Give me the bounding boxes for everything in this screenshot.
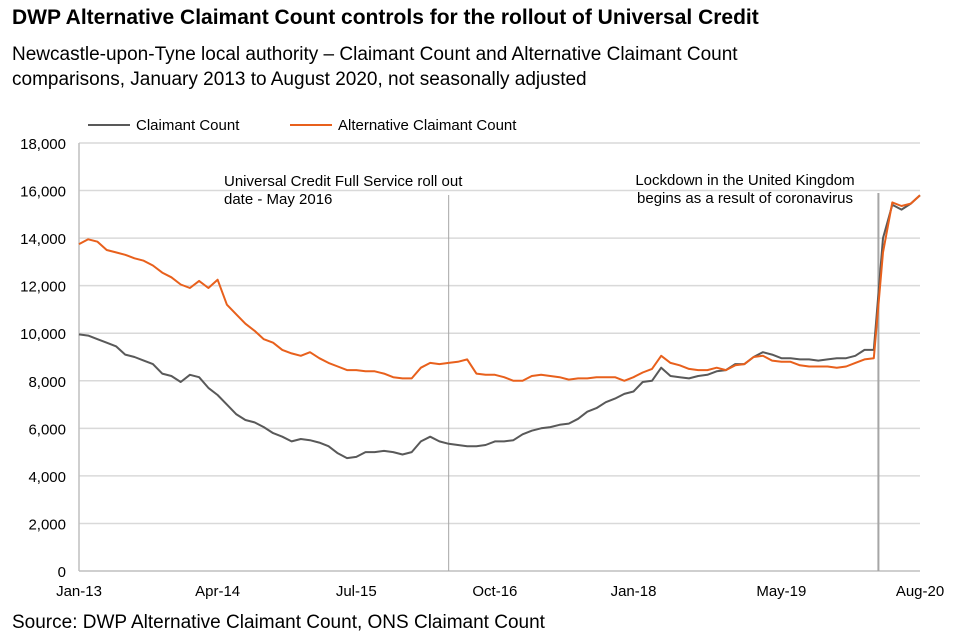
y-tick-label: 6,000 — [28, 421, 66, 438]
y-tick-label: 4,000 — [28, 469, 66, 486]
y-tick-label: 0 — [58, 564, 66, 581]
source-note: Source: DWP Alternative Claimant Count, … — [12, 612, 545, 633]
annotation-text-universal-credit: date - May 2016 — [224, 191, 332, 208]
x-tick-label: Oct-16 — [472, 583, 517, 600]
x-tick-label: Apr-14 — [195, 583, 240, 600]
series-line-claimant-count — [78, 194, 921, 460]
annotation-text-lockdown: begins as a result of coronavirus — [637, 190, 853, 207]
annotation-text-universal-credit: Universal Credit Full Service roll out — [224, 173, 463, 190]
x-tick-label: Jul-15 — [336, 583, 377, 600]
x-tick-label: May-19 — [756, 583, 806, 600]
legend-label: Claimant Count — [136, 117, 240, 134]
subtitle-line-2: comparisons, January 2013 to August 2020… — [12, 69, 587, 90]
y-tick-label: 8,000 — [28, 374, 66, 391]
legend-label: Alternative Claimant Count — [338, 117, 517, 134]
x-tick-label: Jan-13 — [56, 583, 102, 600]
subtitle-line-1: Newcastle-upon-Tyne local authority – Cl… — [12, 44, 738, 65]
y-tick-label: 12,000 — [20, 279, 66, 296]
y-tick-label: 18,000 — [20, 136, 66, 153]
annotation-text-lockdown: Lockdown in the United Kingdom — [635, 172, 854, 189]
chart-subtitle: Newcastle-upon-Tyne local authority – Cl… — [12, 42, 912, 92]
y-tick-label: 2,000 — [28, 516, 66, 533]
y-tick-label: 16,000 — [20, 184, 66, 201]
chart-title: DWP Alternative Claimant Count controls … — [12, 6, 759, 29]
x-tick-label: Aug-20 — [896, 583, 944, 600]
y-tick-label: 10,000 — [20, 326, 66, 343]
y-tick-label: 14,000 — [20, 231, 66, 248]
x-tick-label: Jan-18 — [611, 583, 657, 600]
series-line-alternative-claimant-count — [78, 194, 921, 382]
